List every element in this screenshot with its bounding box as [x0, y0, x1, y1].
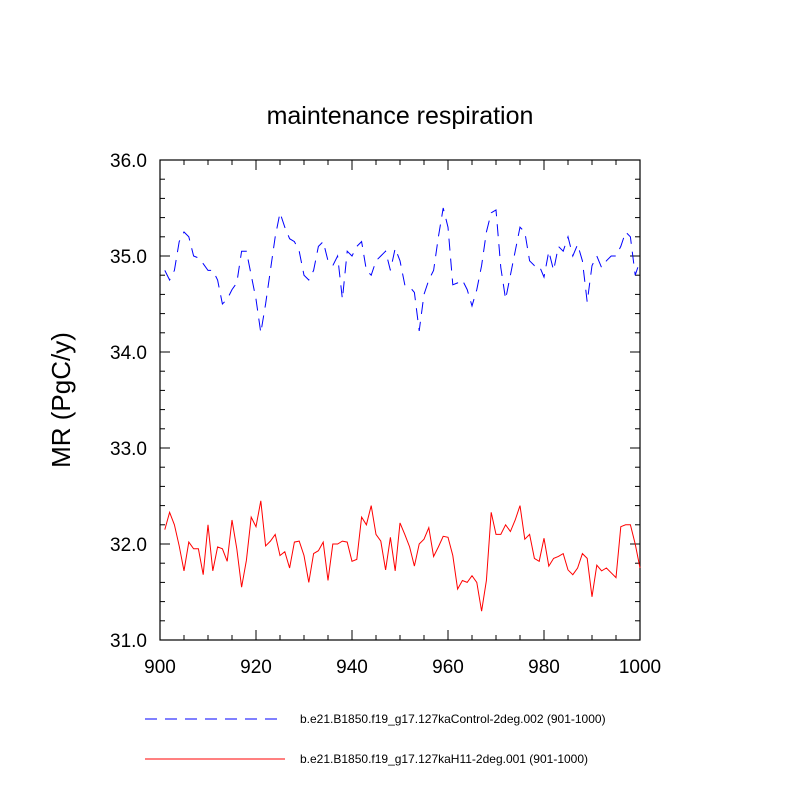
x-tick-label: 920: [240, 657, 272, 678]
y-tick-label: 33.0: [110, 439, 147, 460]
chart-title: maintenance respiration: [267, 102, 534, 130]
legend-label-1: b.e21.B1850.f19_g17.127kaControl-2deg.00…: [300, 712, 606, 726]
y-tick-label: 34.0: [110, 343, 147, 364]
x-tick-label: 980: [528, 657, 560, 678]
series-layer: [164, 207, 641, 612]
y-axis-title: MR (PgC/y): [46, 332, 76, 468]
y-tick-label: 36.0: [110, 151, 147, 172]
plot-frame: [159, 159, 641, 641]
x-axis-labels: 900 920 940 960 980 1000: [144, 657, 661, 678]
y-tick-label: 31.0: [110, 631, 147, 652]
y-tick-label: 32.0: [110, 535, 147, 556]
series-line-1: [164, 207, 641, 333]
x-tick-label: 960: [432, 657, 464, 678]
legend: b.e21.B1850.f19_g17.127kaControl-2deg.00…: [145, 712, 606, 766]
x-tick-label: 940: [336, 657, 368, 678]
y-axis-labels: 31.0 32.0 33.0 34.0 35.0 36.0: [110, 151, 147, 652]
legend-label-2: b.e21.B1850.f19_g17.127kaH11-2deg.001 (9…: [300, 752, 588, 766]
series-line-2: [164, 500, 641, 612]
y-tick-label: 35.0: [110, 247, 147, 268]
x-tick-label: 900: [144, 657, 176, 678]
axis-ticks: [159, 159, 641, 641]
x-tick-label: 1000: [619, 657, 661, 678]
